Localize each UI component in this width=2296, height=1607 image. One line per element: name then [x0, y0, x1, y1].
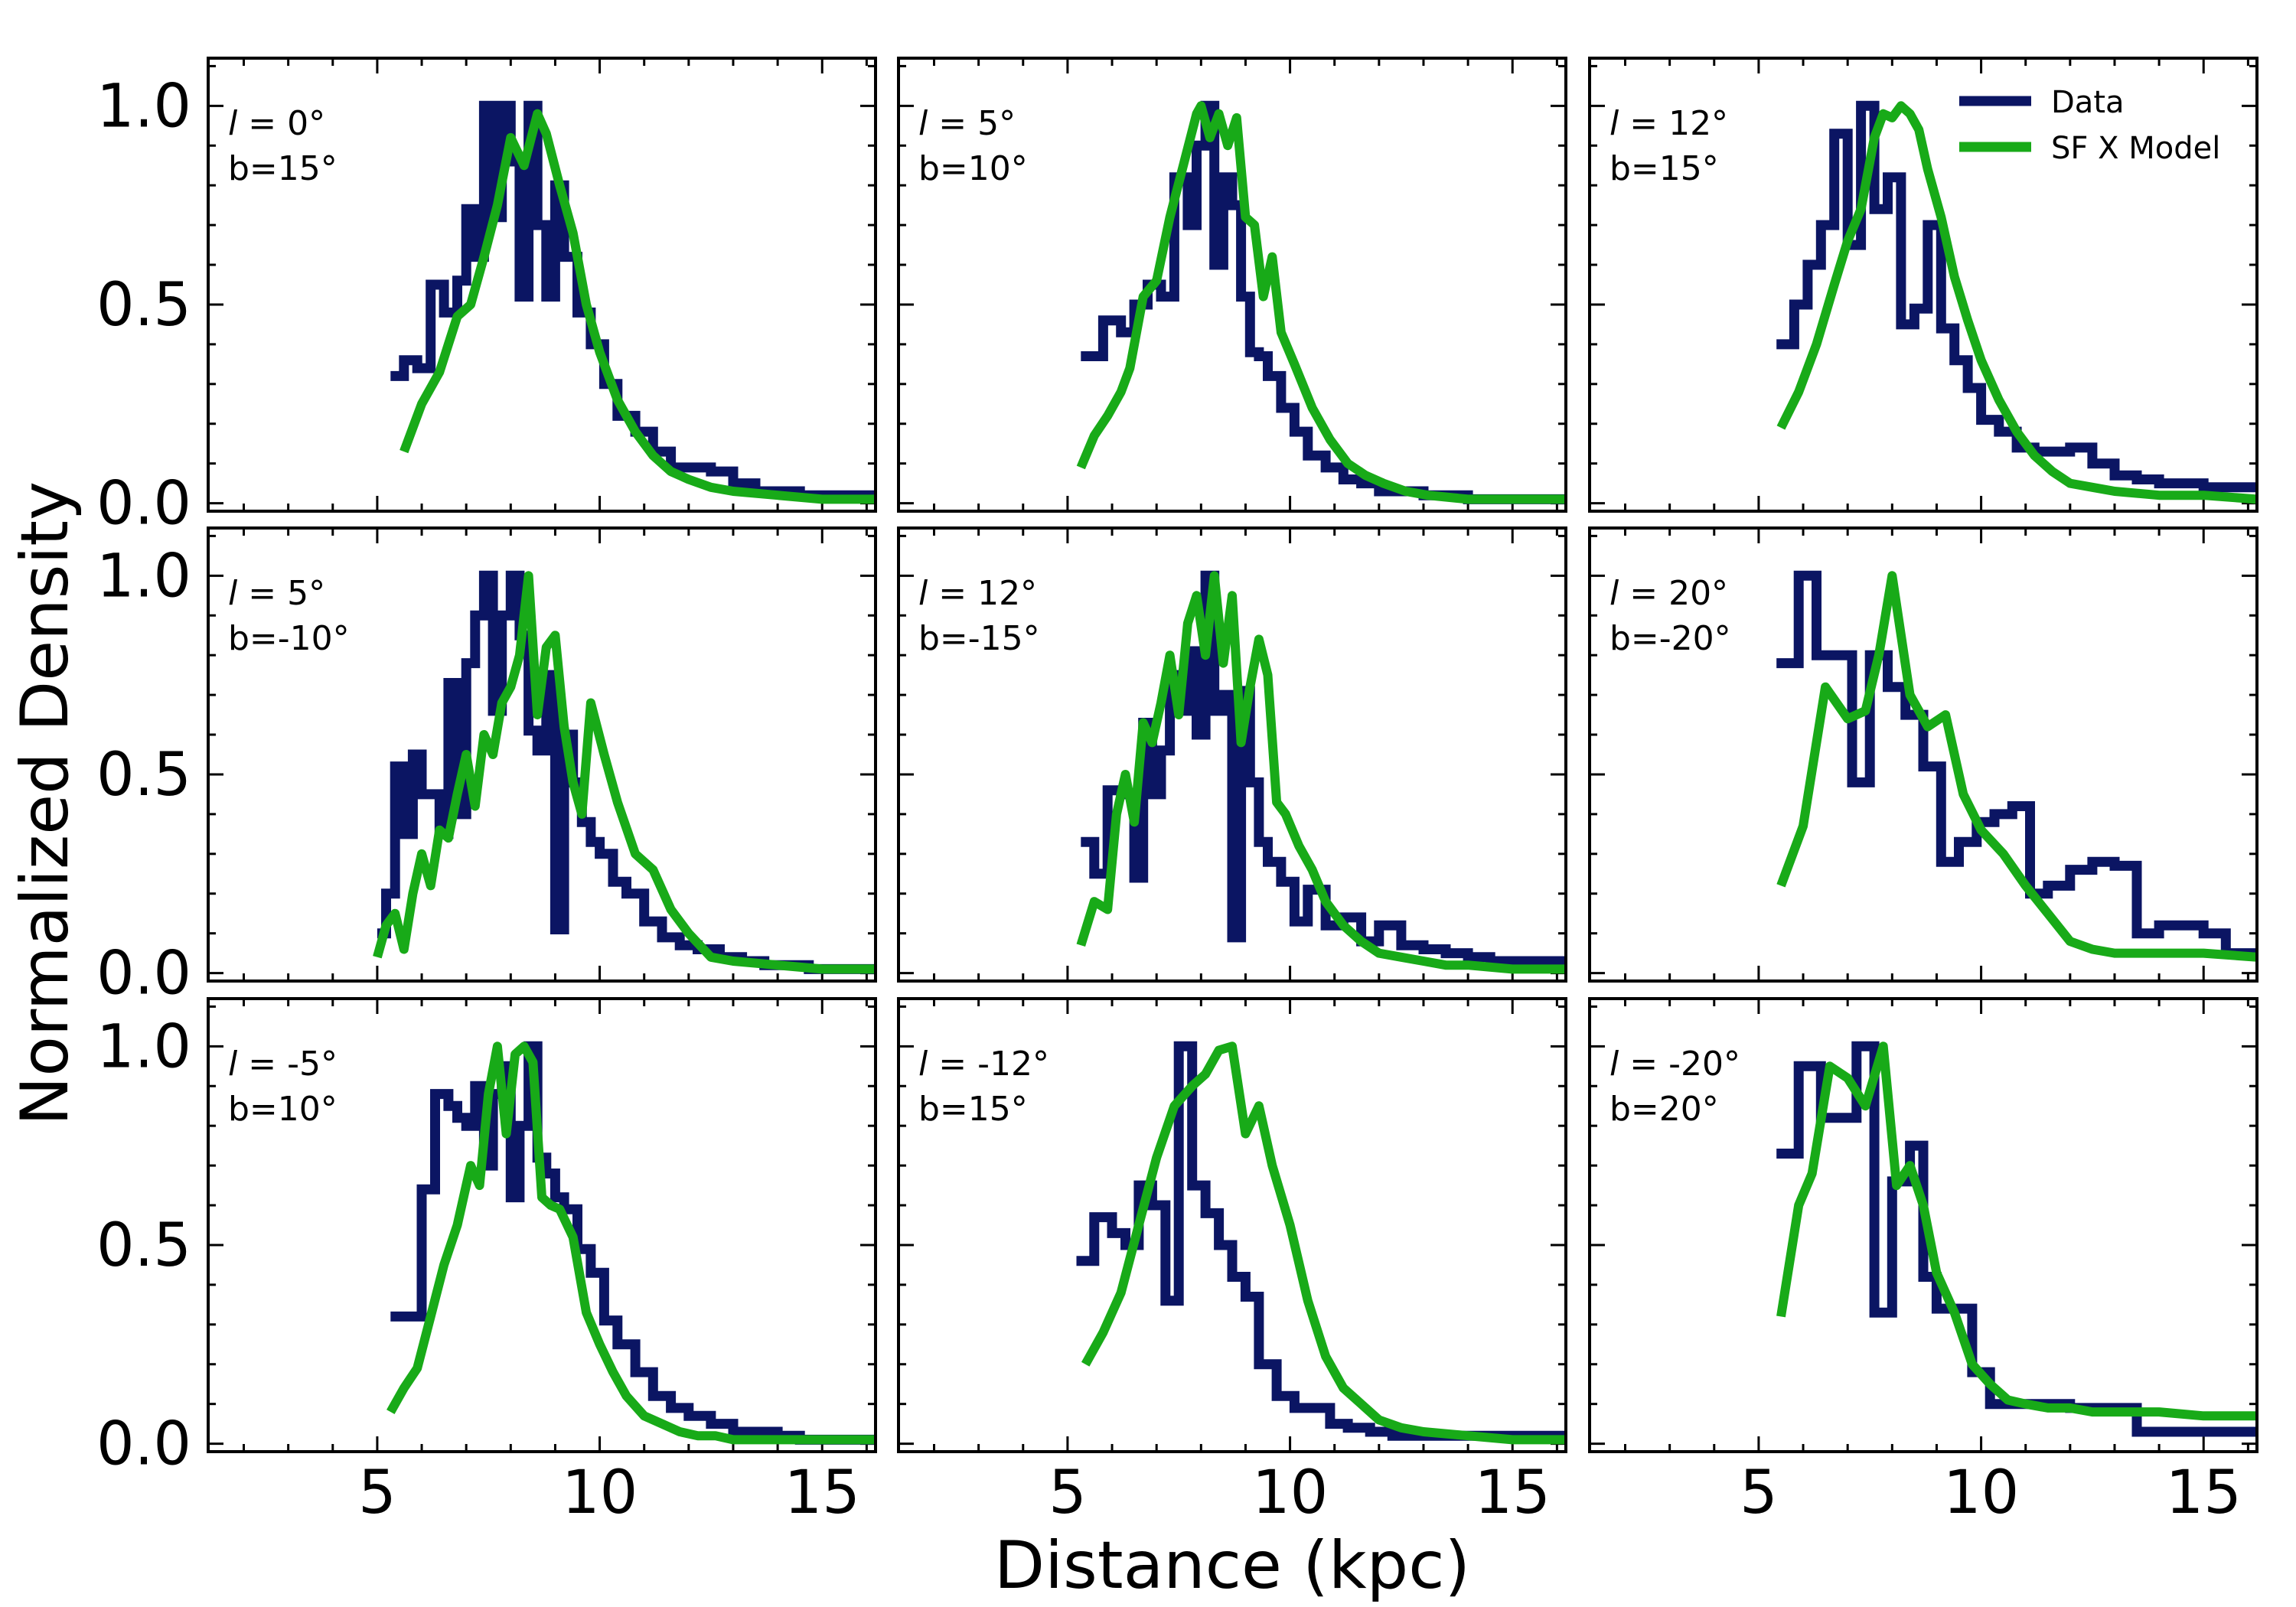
panel-6: l = 20° b=-20° — [1588, 526, 2258, 983]
y-tick-label: 1.0 — [96, 542, 191, 611]
x-tick-label: 15 — [2166, 1459, 2242, 1527]
y-tick-label: 0.0 — [96, 470, 191, 539]
l-value: = -20° — [1629, 1045, 1740, 1084]
model-line — [373, 571, 876, 974]
panel-b-label: b=10° — [918, 149, 1028, 188]
l-symbol: l — [918, 104, 938, 143]
l-symbol: l — [1609, 104, 1629, 143]
data-step-line — [1776, 100, 2257, 493]
panel-frame — [207, 997, 877, 1453]
panel-l-label: l = -20° — [1609, 1045, 1740, 1084]
panel-frame — [1588, 57, 2258, 513]
y-tick-label: 1.0 — [96, 1012, 191, 1081]
y-tick-label: 1.0 — [96, 72, 191, 141]
l-value: = 12° — [938, 574, 1037, 613]
legend-data-label: Data — [2051, 85, 2125, 120]
panel-frame — [1588, 997, 2258, 1453]
panel-b-label: b=-20° — [1609, 619, 1731, 658]
l-symbol: l — [918, 574, 938, 613]
panel-5: l = 12° b=-15° — [897, 526, 1567, 983]
data-step-line — [390, 1041, 876, 1445]
panel-1: 0.0 0.5 1.0 l = 0° b=15° — [96, 57, 877, 539]
l-value: = 5° — [248, 574, 325, 613]
panel-l-label: l = 12° — [1609, 104, 1728, 143]
y-tick-label: 0.5 — [96, 271, 191, 340]
model-line — [386, 1041, 876, 1445]
model-line — [400, 109, 876, 504]
panel-l-label: l = 0° — [228, 104, 325, 143]
l-value: = -5° — [248, 1045, 338, 1084]
data-step-line — [1076, 1041, 1566, 1441]
panel-3: l = 12° b=15° — [1588, 57, 2258, 513]
model-line — [1776, 571, 2257, 962]
model-line — [1776, 101, 2257, 504]
data-step-line — [1776, 1041, 2257, 1437]
panel-b-label: b=10° — [228, 1090, 338, 1129]
panel-b-label: b=15° — [228, 149, 338, 188]
model-line — [1076, 571, 1566, 974]
x-tick-label: 10 — [562, 1459, 638, 1527]
data-step-line — [1081, 100, 1566, 504]
panel-frame — [207, 526, 877, 983]
panel-l-label: l = -5° — [228, 1045, 338, 1084]
y-tick-label: 0.5 — [96, 1211, 191, 1280]
x-tick-label: 15 — [784, 1459, 860, 1527]
l-value: = 0° — [248, 104, 325, 143]
panel-b-label: b=20° — [1609, 1090, 1719, 1129]
l-value: = 20° — [1629, 574, 1728, 613]
panel-b-label: b=15° — [918, 1090, 1028, 1129]
l-symbol: l — [228, 574, 248, 613]
model-line — [1081, 1041, 1566, 1445]
x-tick-label: 5 — [1740, 1459, 1778, 1527]
y-axis-label: Normalized Density — [7, 481, 83, 1126]
data-step-line — [1776, 570, 2257, 959]
l-value: = 12° — [1629, 104, 1728, 143]
l-symbol: l — [918, 1045, 938, 1084]
model-line — [1776, 1041, 2257, 1421]
panel-l-label: l = 12° — [918, 574, 1037, 613]
model-line — [1076, 101, 1566, 504]
legend-model-label: SF X Model — [2051, 131, 2220, 166]
l-symbol: l — [1609, 1045, 1629, 1084]
l-symbol: l — [1609, 574, 1629, 613]
panel-9: 5 10 15 l = -20° b=20° — [1588, 997, 2258, 1527]
y-tick-label: 0.0 — [96, 940, 191, 1009]
panel-frame — [897, 57, 1567, 513]
x-tick-label: 10 — [1252, 1459, 1328, 1527]
panel-b-label: b=-15° — [918, 619, 1040, 658]
panel-l-label: l = -12° — [918, 1045, 1049, 1084]
panel-frame — [1588, 526, 2258, 983]
legend: Data SF X Model — [1959, 85, 2220, 166]
panel-frame — [207, 57, 877, 513]
x-tick-label: 5 — [1049, 1459, 1087, 1527]
panel-b-label: b=15° — [1609, 149, 1719, 188]
panel-l-label: l = 5° — [918, 104, 1016, 143]
data-step-line — [377, 570, 876, 974]
y-tick-label: 0.5 — [96, 741, 191, 810]
panel-7: 5 10 15 0.0 0.5 1.0 l = -5° b=10° — [96, 997, 877, 1527]
panel-8: 5 10 15 l = -12° b=15° — [897, 997, 1567, 1527]
panel-l-label: l = 20° — [1609, 574, 1728, 613]
panel-b-label: b=-10° — [228, 619, 350, 658]
panel-frame — [897, 526, 1567, 983]
y-tick-label: 0.0 — [96, 1410, 191, 1479]
x-axis-label: Distance (kpc) — [994, 1527, 1470, 1604]
panel-2: l = 5° b=10° — [897, 57, 1567, 513]
l-value: = -12° — [938, 1045, 1049, 1084]
x-tick-label: 5 — [358, 1459, 396, 1527]
panel-l-label: l = 5° — [228, 574, 325, 613]
data-step-line — [390, 100, 876, 500]
l-symbol: l — [228, 104, 248, 143]
l-symbol: l — [228, 1045, 248, 1084]
x-tick-label: 15 — [1475, 1459, 1551, 1527]
panels-group: 0.0 0.5 1.0 l = 0° b=15° l = 5° b=10° l = 12° b=… — [96, 57, 2258, 1527]
panel-frame — [897, 997, 1567, 1453]
x-tick-label: 10 — [1943, 1459, 2019, 1527]
l-value: = 5° — [938, 104, 1016, 143]
panel-4: 0.0 0.5 1.0 l = 5° b=-10° — [96, 526, 877, 1009]
